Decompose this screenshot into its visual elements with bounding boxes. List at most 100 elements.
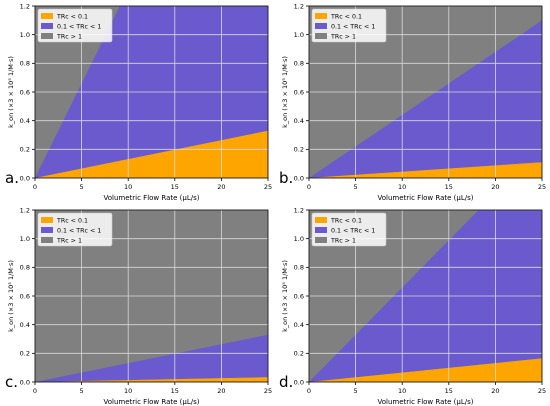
- legend-box: [37, 8, 113, 43]
- region-trc-low: [309, 162, 542, 178]
- x-tick-label: 5: [354, 387, 358, 395]
- region-trc-mid: [35, 334, 268, 382]
- x-tick-label: 20: [491, 183, 499, 191]
- y-tick-label: 0.6: [20, 292, 30, 300]
- legend-label: TRc > 1: [56, 34, 82, 41]
- x-axis-title: Volumetric Flow Rate (μL/s): [378, 398, 474, 406]
- x-tick-label: 10: [124, 183, 132, 191]
- x-tick-label: 15: [445, 183, 453, 191]
- y-axis-title: k_on (×3 × 10⁵ 1/M·s): [7, 260, 15, 332]
- y-tick-label: 0.6: [20, 88, 30, 96]
- x-tick-label: 25: [538, 387, 546, 395]
- x-tick-label: 0: [307, 387, 311, 395]
- legend-label: TRc < 0.1: [330, 14, 362, 21]
- legend-swatch: [41, 23, 53, 29]
- y-tick-label: 0.8: [20, 60, 30, 68]
- legend: TRc < 0.1 0.1 < TRc < 1 TRc > 1: [37, 212, 113, 247]
- x-tick-label: 20: [217, 387, 225, 395]
- y-tick-label: 0.2: [20, 146, 30, 154]
- legend-swatch: [315, 227, 327, 233]
- y-tick-label: 0.4: [294, 117, 304, 125]
- region-trc-low: [35, 377, 268, 382]
- y-tick-label: 1.0: [20, 235, 30, 243]
- y-tick-label: 0.6: [294, 292, 304, 300]
- y-tick-label: 0.0: [294, 174, 304, 182]
- y-tick-label: 0.2: [20, 350, 30, 358]
- y-axis-title: k_on (×3 × 10⁵ 1/M·s): [7, 56, 15, 128]
- y-tick-label: 0.4: [20, 117, 30, 125]
- y-tick-label: 1.2: [20, 2, 30, 10]
- y-tick-label: 0.8: [20, 264, 30, 272]
- x-axis-title: Volumetric Flow Rate (μL/s): [378, 194, 474, 202]
- region-trc-low: [35, 130, 268, 178]
- legend: TRc < 0.1 0.1 < TRc < 1 TRc > 1: [311, 212, 387, 247]
- legend-label: 0.1 < TRc < 1: [331, 228, 375, 235]
- legend-swatch: [41, 13, 53, 19]
- y-tick-label: 0.0: [294, 378, 304, 386]
- y-tick-label: 0.8: [294, 60, 304, 68]
- axes: 0 5 10 15 20 25 0.0 0.2 0.4 0.6 0.8 1.0 1.2: [20, 206, 272, 395]
- y-tick-label: 0.2: [294, 146, 304, 154]
- y-tick-label: 1.0: [294, 235, 304, 243]
- x-tick-label: 10: [398, 183, 406, 191]
- x-tick-label: 20: [491, 387, 499, 395]
- legend-box: [37, 212, 113, 247]
- chart-panel-3: 0 5 10 15 20 25 0.0 0.2 0.4 0.6 0.8 1.0 1.2 Volumetri…: [5, 206, 272, 406]
- y-tick-label: 0.0: [20, 174, 30, 182]
- y-tick-label: 1.2: [294, 206, 304, 214]
- x-tick-label: 10: [124, 387, 132, 395]
- y-axis-title: k_on (×3 × 10⁵ 1/M·s): [281, 260, 289, 332]
- x-tick-label: 15: [171, 183, 179, 191]
- x-tick-label: 25: [538, 183, 546, 191]
- legend-swatch: [315, 33, 327, 39]
- x-tick-label: 5: [80, 387, 84, 395]
- chart-panel-1: 0 5 10 15 20 25 0.0 0.2 0.4 0.6 0.8 1.0 1.2 Volumetri…: [5, 2, 272, 202]
- x-tick-label: 15: [171, 387, 179, 395]
- legend-label: TRc < 0.1: [330, 218, 362, 225]
- legend-swatch: [41, 217, 53, 223]
- x-tick-label: 5: [354, 183, 358, 191]
- y-tick-label: 0.4: [294, 321, 304, 329]
- region-trc-low: [309, 358, 542, 382]
- y-tick-label: 0.8: [294, 264, 304, 272]
- panel-label: a.: [5, 169, 19, 187]
- legend-swatch: [315, 237, 327, 243]
- panel-label: d.: [279, 373, 293, 391]
- x-tick-label: 15: [445, 387, 453, 395]
- y-tick-label: 1.0: [20, 31, 30, 39]
- x-tick-label: 20: [217, 183, 225, 191]
- x-tick-label: 0: [33, 387, 37, 395]
- legend-label: 0.1 < TRc < 1: [57, 24, 101, 31]
- chart-panel-4: 0 5 10 15 20 25 0.0 0.2 0.4 0.6 0.8 1.0 1.2 Volumetri…: [279, 206, 546, 406]
- legend-label: TRc > 1: [330, 34, 356, 41]
- legend: TRc < 0.1 0.1 < TRc < 1 TRc > 1: [37, 8, 113, 43]
- legend: TRc < 0.1 0.1 < TRc < 1 TRc > 1: [311, 8, 387, 43]
- legend-box: [311, 8, 387, 43]
- axes: 0 5 10 15 20 25 0.0 0.2 0.4 0.6 0.8 1.0 1.2: [294, 206, 546, 395]
- legend-swatch: [315, 217, 327, 223]
- legend-label: TRc > 1: [56, 238, 82, 245]
- legend-swatch: [41, 227, 53, 233]
- legend-swatch: [41, 33, 53, 39]
- y-tick-label: 1.2: [20, 206, 30, 214]
- legend-swatch: [315, 23, 327, 29]
- x-tick-label: 25: [264, 183, 272, 191]
- y-tick-label: 0.2: [294, 350, 304, 358]
- y-tick-label: 1.0: [294, 31, 304, 39]
- x-axis-title: Volumetric Flow Rate (μL/s): [104, 194, 200, 202]
- x-tick-label: 5: [80, 183, 84, 191]
- legend-swatch: [315, 13, 327, 19]
- axes: 0 5 10 15 20 25 0.0 0.2 0.4 0.6 0.8 1.0 1.2: [294, 2, 546, 191]
- x-axis-title: Volumetric Flow Rate (μL/s): [104, 398, 200, 406]
- legend-box: [311, 212, 387, 247]
- region-areas: [309, 210, 542, 382]
- y-tick-label: 0.6: [294, 88, 304, 96]
- x-tick-label: 0: [307, 183, 311, 191]
- legend-label: 0.1 < TRc < 1: [57, 228, 101, 235]
- y-tick-label: 1.2: [294, 2, 304, 10]
- region-trc-mid: [309, 20, 542, 178]
- legend-label: 0.1 < TRc < 1: [331, 24, 375, 31]
- x-tick-label: 10: [398, 387, 406, 395]
- y-axis-title: k_on (×3 × 10⁵ 1/M·s): [281, 56, 289, 128]
